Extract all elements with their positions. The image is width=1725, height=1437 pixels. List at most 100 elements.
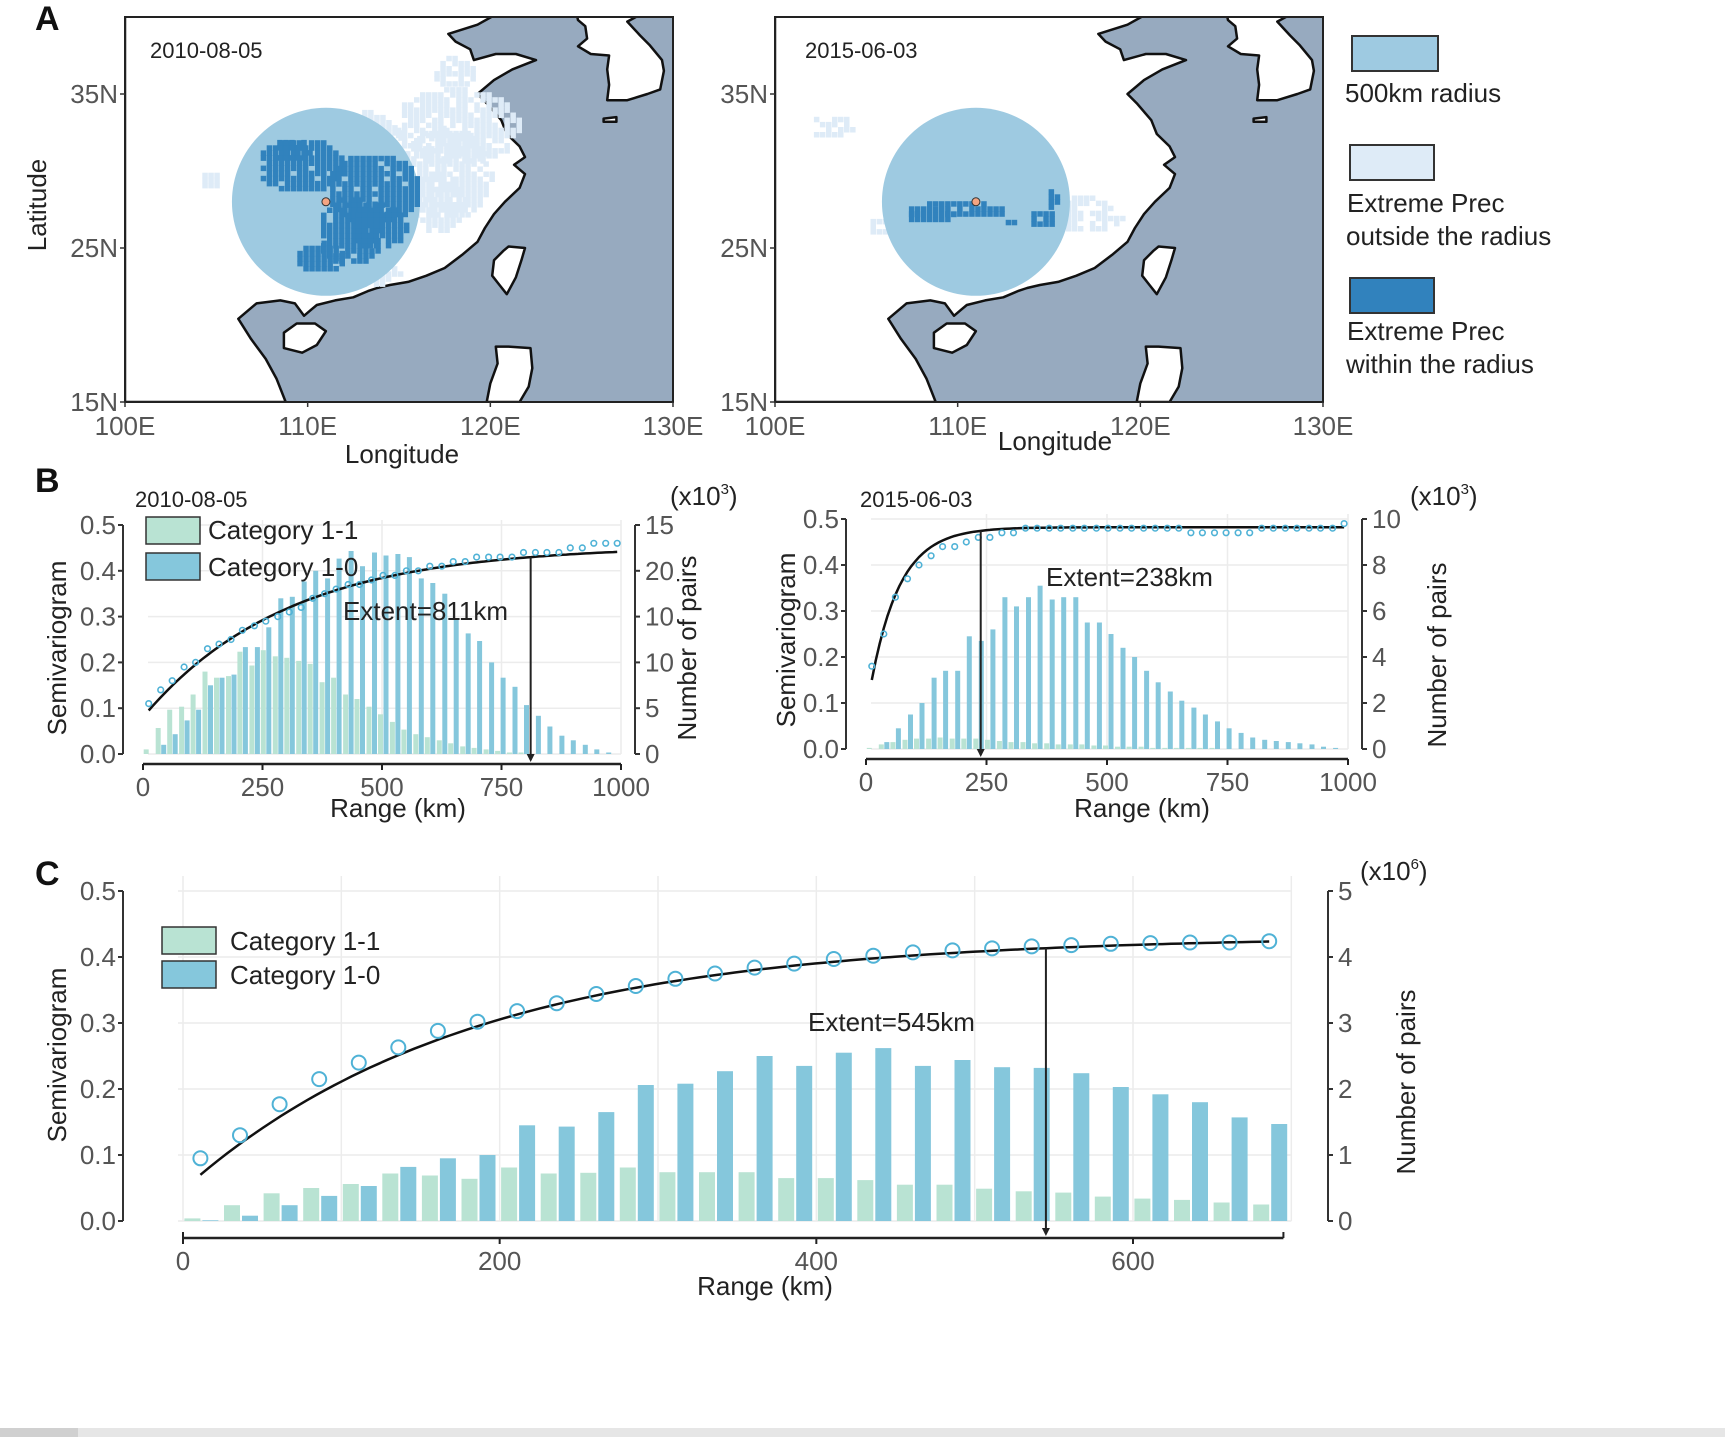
precip-within-cell — [373, 212, 380, 218]
semivariogram-point — [1009, 529, 1018, 537]
precip-outside-cell — [480, 112, 486, 118]
precip-within-cell — [348, 165, 354, 172]
precip-within-cell — [390, 165, 396, 172]
precip-within-cell — [390, 160, 396, 167]
semivariogram-point — [469, 1013, 486, 1030]
bar-category-1-1 — [926, 738, 932, 749]
precip-within-cell — [321, 145, 327, 151]
precip-within-cell — [327, 175, 333, 182]
precip-outside-cell — [465, 181, 471, 188]
extent-arrowhead — [976, 749, 985, 757]
precip-within-cell — [987, 206, 993, 212]
chart-b-2010-08-05: 0.0 0.1 0.2 0.3 0.4 0.5 0 5 10 10 20 15 0 250 500 750 10… — [80, 510, 674, 802]
precip-outside-cell — [444, 207, 450, 213]
bar-category-1-1 — [249, 665, 255, 754]
land-taiwan — [1140, 245, 1177, 296]
semivariogram-point — [350, 1054, 367, 1071]
precip-within-cell — [345, 212, 351, 219]
precip-outside-cell — [446, 81, 452, 87]
precip-within-cell — [355, 222, 362, 229]
semivariogram-point — [461, 557, 469, 566]
precip-within-cell — [361, 212, 368, 218]
precip-outside-cell — [1102, 220, 1108, 227]
semivariogram-point — [321, 590, 329, 598]
precip-outside-cell — [414, 127, 420, 134]
precip-outside-cell — [453, 202, 459, 208]
center-point — [971, 197, 981, 207]
precip-outside-cell — [498, 97, 504, 103]
precip-outside-cell — [429, 186, 435, 193]
precip-outside-cell — [486, 127, 492, 134]
precip-outside-cell — [471, 181, 477, 188]
precip-outside-cell — [432, 97, 438, 103]
precip-outside-cell — [504, 132, 510, 139]
chart-c-aggregate: 0.0 0.1 0.2 0.3 0.4 0.5 0 1 2 3 4 5 0 200 400 600 — [80, 876, 1352, 1276]
precip-outside-cell — [456, 92, 462, 98]
precip-within-cell — [385, 207, 392, 213]
precip-outside-cell — [1065, 220, 1072, 227]
precip-within-cell — [1048, 199, 1055, 205]
semivariogram-point — [1175, 524, 1183, 532]
precip-within-cell — [342, 181, 348, 187]
bar-category-1-1 — [436, 740, 442, 754]
precip-within-cell — [1048, 204, 1055, 210]
semivariogram-point — [215, 640, 223, 648]
bar-category-1-1 — [224, 1205, 240, 1221]
precip-within-cell — [315, 165, 321, 172]
y-tick-label: 0.5 — [80, 876, 116, 906]
precip-outside-cell — [426, 227, 432, 233]
precip-outside-cell — [386, 125, 392, 131]
precip-within-cell — [390, 171, 396, 177]
bar-category-1-1 — [179, 706, 185, 754]
precip-outside-cell — [441, 181, 447, 188]
precip-outside-cell — [826, 121, 832, 128]
bar-category-1-0 — [360, 1186, 377, 1221]
precip-outside-cell — [456, 148, 462, 154]
precip-within-cell — [402, 165, 408, 172]
precip-within-cell — [366, 206, 372, 213]
precip-outside-cell — [486, 117, 492, 124]
precip-outside-cell — [408, 117, 414, 124]
bar-category-1-1 — [413, 734, 419, 754]
semivariogram-point — [865, 947, 882, 964]
precip-within-cell — [354, 165, 360, 172]
x-tick-label: 110E — [928, 411, 987, 441]
precip-within-cell — [384, 171, 390, 177]
bar-category-1-0 — [500, 677, 506, 754]
precip-within-cell — [315, 266, 321, 272]
precip-within-cell — [315, 145, 321, 151]
precip-within-cell — [342, 206, 348, 213]
precip-outside-cell — [434, 76, 440, 82]
bar-category-1-0 — [756, 1056, 773, 1221]
precip-outside-cell — [452, 81, 458, 87]
precip-outside-cell — [465, 196, 471, 203]
precip-within-cell — [402, 186, 408, 192]
scrollbar-thumb[interactable] — [0, 1428, 78, 1437]
horizontal-scrollbar[interactable] — [0, 1428, 1725, 1437]
precip-within-cell — [363, 253, 369, 259]
precip-outside-cell — [498, 107, 504, 113]
precip-outside-cell — [432, 207, 438, 213]
bar-category-1-0 — [1167, 691, 1173, 749]
precip-outside-cell — [450, 112, 456, 118]
precip-outside-cell — [438, 207, 444, 213]
precip-within-cell — [366, 155, 372, 162]
bar-category-1-1 — [342, 1184, 359, 1221]
semivariogram-point — [519, 548, 528, 557]
fitted-curve — [199, 940, 1270, 1176]
bar-category-1-1 — [202, 671, 208, 754]
precip-outside-cell — [429, 151, 435, 157]
precip-outside-cell — [486, 97, 492, 103]
precip-outside-cell — [486, 153, 492, 159]
precip-outside-cell — [1114, 215, 1120, 222]
bar-category-1-0 — [418, 578, 424, 754]
precip-within-cell — [348, 160, 354, 167]
semivariogram-point — [1163, 524, 1171, 532]
precip-outside-cell — [423, 161, 429, 167]
precip-outside-cell — [483, 191, 489, 198]
precip-outside-cell — [1102, 205, 1108, 212]
precip-outside-cell — [420, 181, 426, 188]
precip-outside-cell — [450, 148, 456, 154]
precip-outside-cell — [483, 181, 489, 188]
land-jeju — [602, 115, 618, 123]
